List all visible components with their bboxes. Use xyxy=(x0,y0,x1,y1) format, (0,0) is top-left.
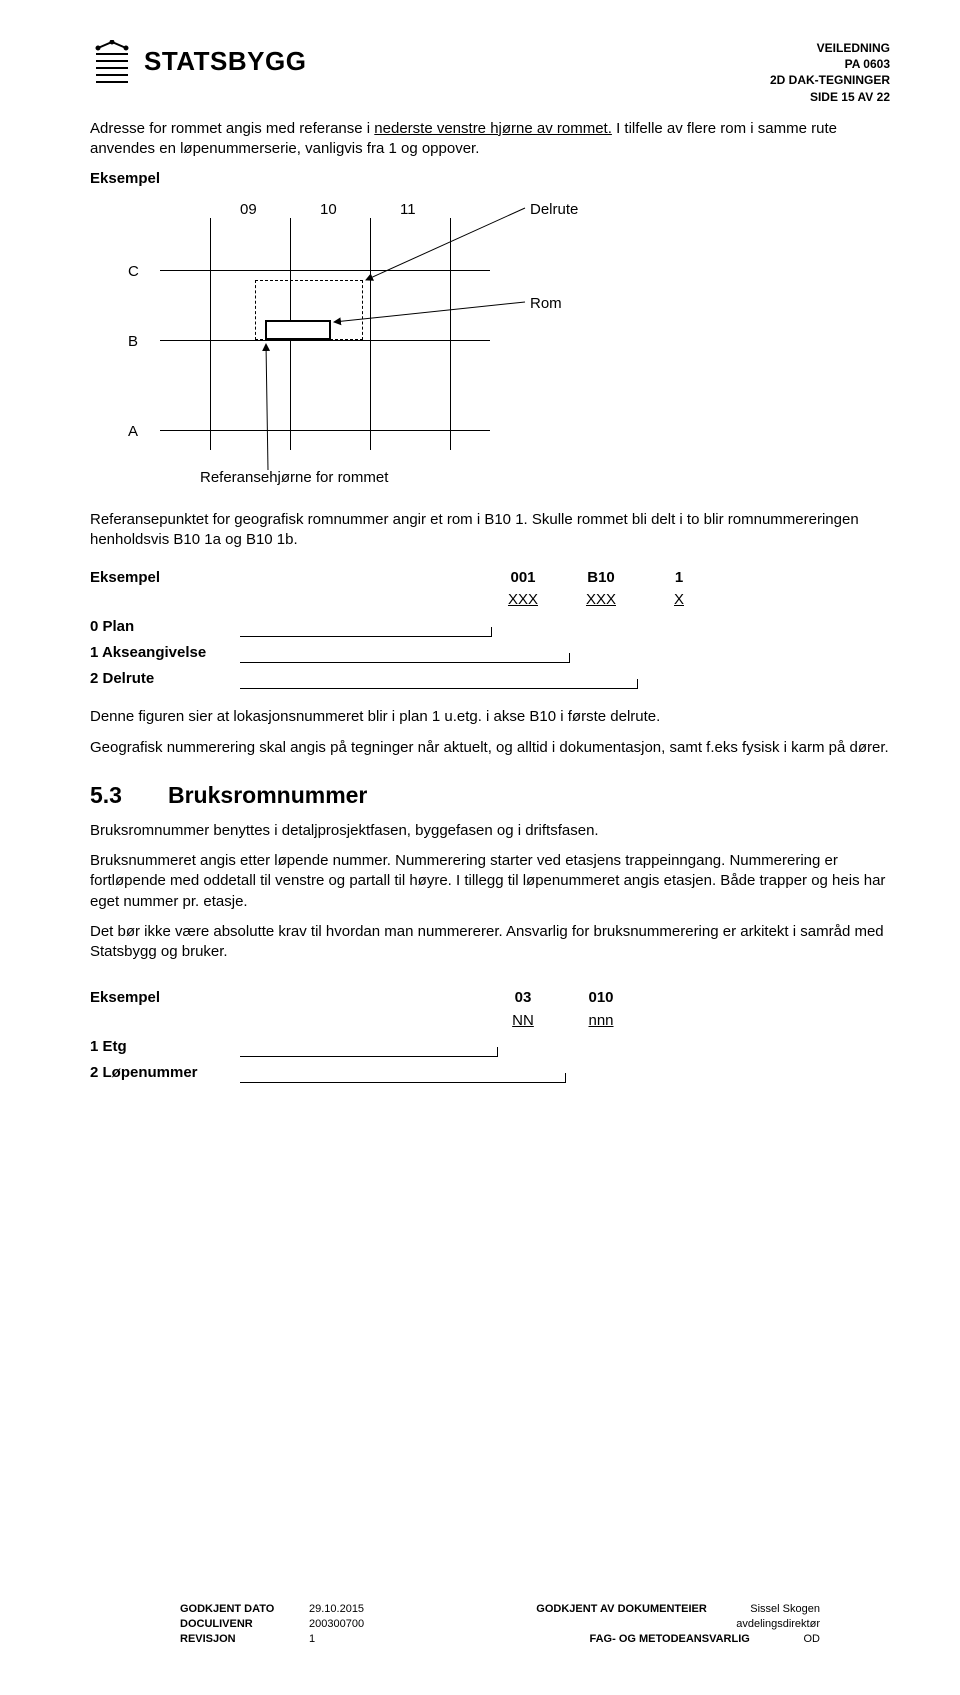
bk-pattern: nnn xyxy=(576,1011,626,1031)
bk-pattern: XXX xyxy=(498,590,548,610)
footer-val: 1 xyxy=(309,1632,315,1647)
rom-label: Rom xyxy=(530,294,562,314)
bk-lead: Eksempel xyxy=(90,988,470,1008)
bk-row-label: 2 Delrute xyxy=(90,669,240,689)
footer-val: Sissel Skogen xyxy=(750,1602,820,1617)
section-title: Bruksromnummer xyxy=(168,780,367,811)
logo-text: STATSBYGG xyxy=(144,44,306,79)
connector-line xyxy=(240,688,638,689)
section-num: 5.3 xyxy=(90,780,130,811)
connector-line xyxy=(240,636,492,637)
bk-row-label: 1 Etg xyxy=(90,1037,240,1057)
col-label: 09 xyxy=(240,200,257,220)
crown-logo-icon xyxy=(90,40,134,84)
bk-pattern: XXX xyxy=(576,590,626,610)
bk-row-label: 2 Løpenummer xyxy=(90,1063,240,1083)
meta-line: PA 0603 xyxy=(770,56,890,72)
col-label: 10 xyxy=(320,200,337,220)
col-label: 11 xyxy=(400,200,416,220)
bk-col: 1 xyxy=(654,568,704,588)
connector-line xyxy=(240,1056,498,1057)
intro-paragraph: Adresse for rommet angis med referanse i… xyxy=(90,119,890,160)
bk-col: 010 xyxy=(576,988,626,1008)
grid-diagram: 09 10 11 Delrute Rom C B A Referansehjør… xyxy=(90,200,670,500)
bk-col: 03 xyxy=(498,988,548,1008)
body-paragraph: Denne figuren sier at lokasjonsnummeret … xyxy=(90,707,890,727)
page-header: STATSBYGG VEILEDNING PA 0603 2D DAK-TEGN… xyxy=(90,40,890,105)
bk-lead: Eksempel xyxy=(90,568,470,588)
ref-corner-label: Referansehjørne for rommet xyxy=(200,468,388,488)
footer-key: GODKJENT DATO xyxy=(180,1602,295,1617)
doc-meta: VEILEDNING PA 0603 2D DAK-TEGNINGER SIDE… xyxy=(770,40,890,105)
bk-row-label: 1 Akseangivelse xyxy=(90,643,240,663)
body-paragraph: Bruksnummeret angis etter løpende nummer… xyxy=(90,851,890,912)
meta-line: VEILEDNING xyxy=(770,40,890,56)
footer-key: GODKJENT AV DOKUMENTEIER xyxy=(536,1602,736,1617)
breakdown-2: Eksempel 03 010 NN nnn 1 Etg 2 Løpenumme… xyxy=(90,988,890,1083)
body-paragraph: Bruksromnummer benyttes i detaljprosjekt… xyxy=(90,821,890,841)
diagram-note: Referansepunktet for geografisk romnumme… xyxy=(90,510,890,551)
bk-col: B10 xyxy=(576,568,626,588)
diagram-arrows-icon xyxy=(90,200,670,500)
meta-page: SIDE 15 AV 22 xyxy=(770,89,890,105)
breakdown-1: Eksempel 001 B10 1 XXX XXX X 0 Plan 1 Ak… xyxy=(90,568,890,689)
section-heading: 5.3 Bruksromnummer xyxy=(90,780,890,811)
footer-key: FAG- OG METODEANSVARLIG xyxy=(590,1632,790,1647)
bk-pattern: X xyxy=(654,590,704,610)
eksempel-label: Eksempel xyxy=(90,169,890,189)
body-paragraph: Geografisk nummerering skal angis på teg… xyxy=(90,738,890,758)
row-label: A xyxy=(128,422,138,442)
connector-line xyxy=(240,1082,566,1083)
body-paragraph: Det bør ikke være absolutte krav til hvo… xyxy=(90,922,890,963)
bk-pattern: NN xyxy=(498,1011,548,1031)
room-box xyxy=(265,320,331,340)
footer-val: OD xyxy=(804,1632,821,1647)
footer-val: 29.10.2015 xyxy=(309,1602,364,1617)
row-label: B xyxy=(128,332,138,352)
logo-block: STATSBYGG xyxy=(90,40,306,84)
meta-line: 2D DAK-TEGNINGER xyxy=(770,72,890,88)
connector-line xyxy=(240,662,570,663)
footer-key: REVISJON xyxy=(180,1632,295,1647)
bk-col: 001 xyxy=(498,568,548,588)
row-label: C xyxy=(128,262,139,282)
delrute-label: Delrute xyxy=(530,200,578,220)
bk-row-label: 0 Plan xyxy=(90,617,240,637)
